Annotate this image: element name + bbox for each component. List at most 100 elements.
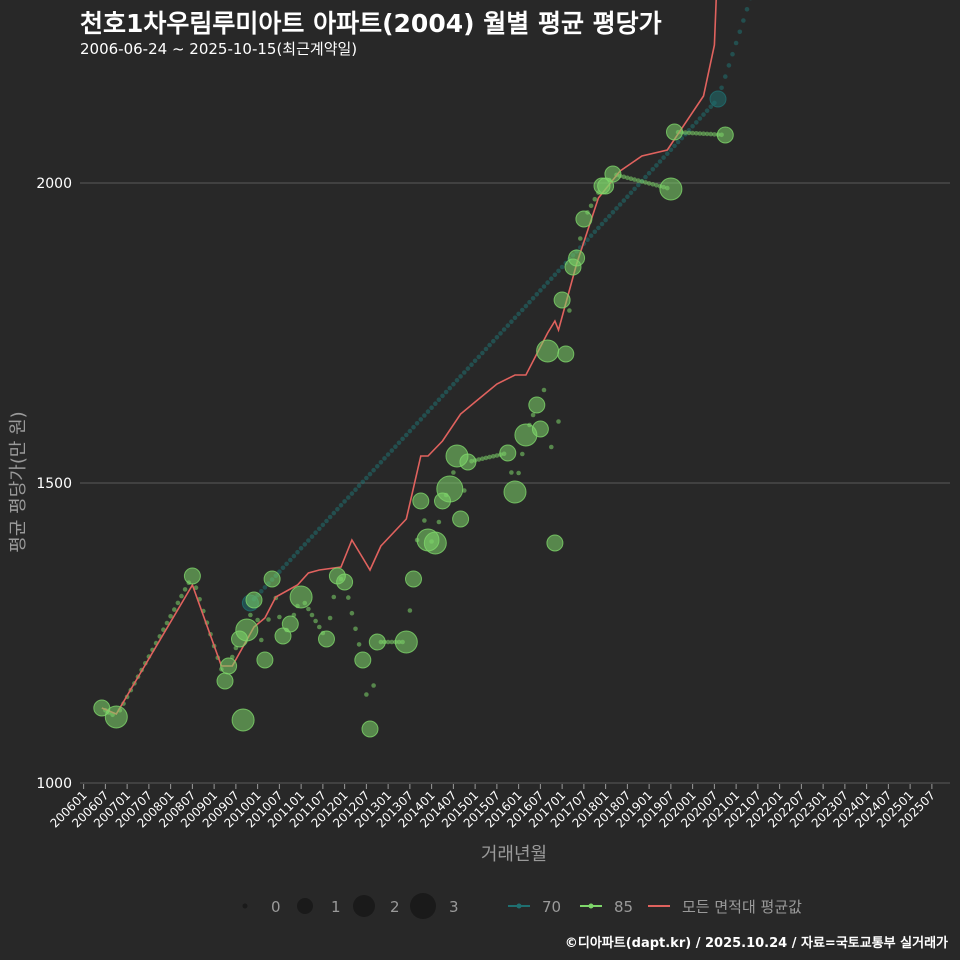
data-point-85 — [412, 492, 430, 510]
data-point-85 — [452, 510, 470, 528]
size-legend-symbol — [353, 895, 375, 917]
interpolated-point — [164, 620, 170, 626]
interpolated-point — [277, 614, 282, 620]
interpolated-point — [371, 683, 376, 688]
interpolated-point — [414, 421, 420, 426]
interpolated-point — [708, 104, 714, 110]
interpolated-point — [443, 389, 449, 395]
interpolated-point — [262, 585, 268, 590]
legend-item-70-dot — [516, 903, 522, 909]
interpolated-point — [364, 692, 369, 697]
interpolated-point — [617, 202, 623, 207]
interpolated-point — [280, 565, 286, 571]
points-layer — [93, 90, 734, 738]
interpolated-point — [643, 174, 648, 180]
legend-item-85-label: 85 — [614, 898, 633, 916]
interpolated-point — [317, 526, 322, 532]
interpolated-point — [480, 350, 485, 356]
interpolated-point — [719, 85, 724, 91]
data-point-85 — [659, 177, 683, 201]
interpolated-point — [396, 440, 402, 446]
interpolated-point — [309, 612, 315, 618]
data-point-85 — [394, 630, 418, 654]
interpolated-point — [259, 637, 264, 643]
interpolated-point — [462, 370, 467, 375]
interpolated-point — [407, 428, 413, 434]
data-point-85 — [531, 420, 549, 438]
data-point-85 — [553, 291, 571, 309]
interpolated-point — [744, 7, 750, 12]
interpolated-point — [418, 417, 424, 422]
interpolated-point — [266, 617, 271, 622]
interpolated-point — [476, 354, 482, 360]
interpolated-point — [487, 342, 492, 348]
data-point-85 — [604, 165, 622, 183]
interpolated-point — [578, 236, 583, 241]
interpolated-point — [661, 155, 666, 160]
interpolated-point — [353, 487, 358, 493]
interpolated-point — [636, 178, 641, 183]
interpolated-point — [483, 346, 489, 352]
size-legend-symbol — [242, 903, 248, 909]
data-point-85 — [281, 615, 299, 633]
data-point-70 — [709, 90, 727, 108]
interpolated-point — [621, 198, 627, 203]
interpolated-point — [447, 385, 453, 391]
interpolated-point — [248, 612, 253, 618]
interpolated-point — [385, 639, 391, 645]
interpolated-point — [400, 436, 405, 442]
data-point-85 — [503, 480, 527, 504]
average-line-layer — [101, 0, 717, 716]
x-axis-label: 거래년월 — [481, 844, 547, 865]
interpolated-point — [353, 626, 358, 632]
interpolated-point — [509, 470, 514, 475]
data-point-85 — [716, 126, 734, 144]
interpolated-point — [306, 538, 311, 543]
interpolated-point — [476, 457, 482, 462]
interpolated-point — [404, 432, 409, 438]
data-point-85 — [318, 630, 335, 648]
interpolated-point — [657, 159, 663, 164]
interpolated-point — [298, 546, 304, 551]
legend-item-70-label: 70 — [542, 898, 561, 916]
interpolated-point — [498, 331, 503, 336]
interpolated-point — [741, 18, 746, 23]
data-point-85 — [666, 123, 683, 141]
size-legend-label: 3 — [449, 898, 459, 916]
interpolated-point — [723, 74, 728, 79]
y-axis-label: 평균 평당가(만 원) — [8, 411, 29, 552]
interpolated-point — [360, 479, 366, 485]
interpolated-point — [567, 308, 572, 313]
interpolated-point — [614, 206, 619, 211]
interpolated-point — [697, 131, 703, 136]
interpolated-point — [454, 378, 460, 383]
interpolated-point — [654, 163, 659, 168]
interpolated-point — [690, 130, 695, 136]
interpolated-point — [313, 530, 318, 535]
interpolated-point — [407, 608, 413, 613]
data-point-85 — [231, 708, 255, 732]
data-point-85 — [557, 345, 575, 363]
interpolated-point — [654, 183, 659, 188]
interpolated-point — [429, 405, 434, 411]
interpolated-point — [683, 130, 688, 135]
interpolated-point — [585, 237, 590, 242]
interpolated-point — [599, 221, 605, 227]
interpolated-point — [520, 307, 525, 313]
interpolated-point — [668, 147, 674, 153]
interpolated-point — [411, 424, 416, 430]
data-point-85 — [575, 210, 593, 228]
interpolated-point — [320, 522, 326, 528]
interpolated-point — [284, 561, 289, 567]
data-point-85 — [499, 444, 517, 462]
data-point-85 — [289, 585, 313, 609]
interpolated-point — [193, 585, 199, 590]
interpolated-point — [726, 63, 732, 68]
interpolated-point — [425, 409, 431, 414]
data-point-85 — [546, 534, 564, 552]
data-point-85 — [528, 396, 546, 414]
legend-item-85-dot — [588, 903, 594, 909]
interpolated-point — [541, 284, 547, 289]
interpolated-point — [625, 175, 630, 181]
average-line — [101, 0, 717, 716]
